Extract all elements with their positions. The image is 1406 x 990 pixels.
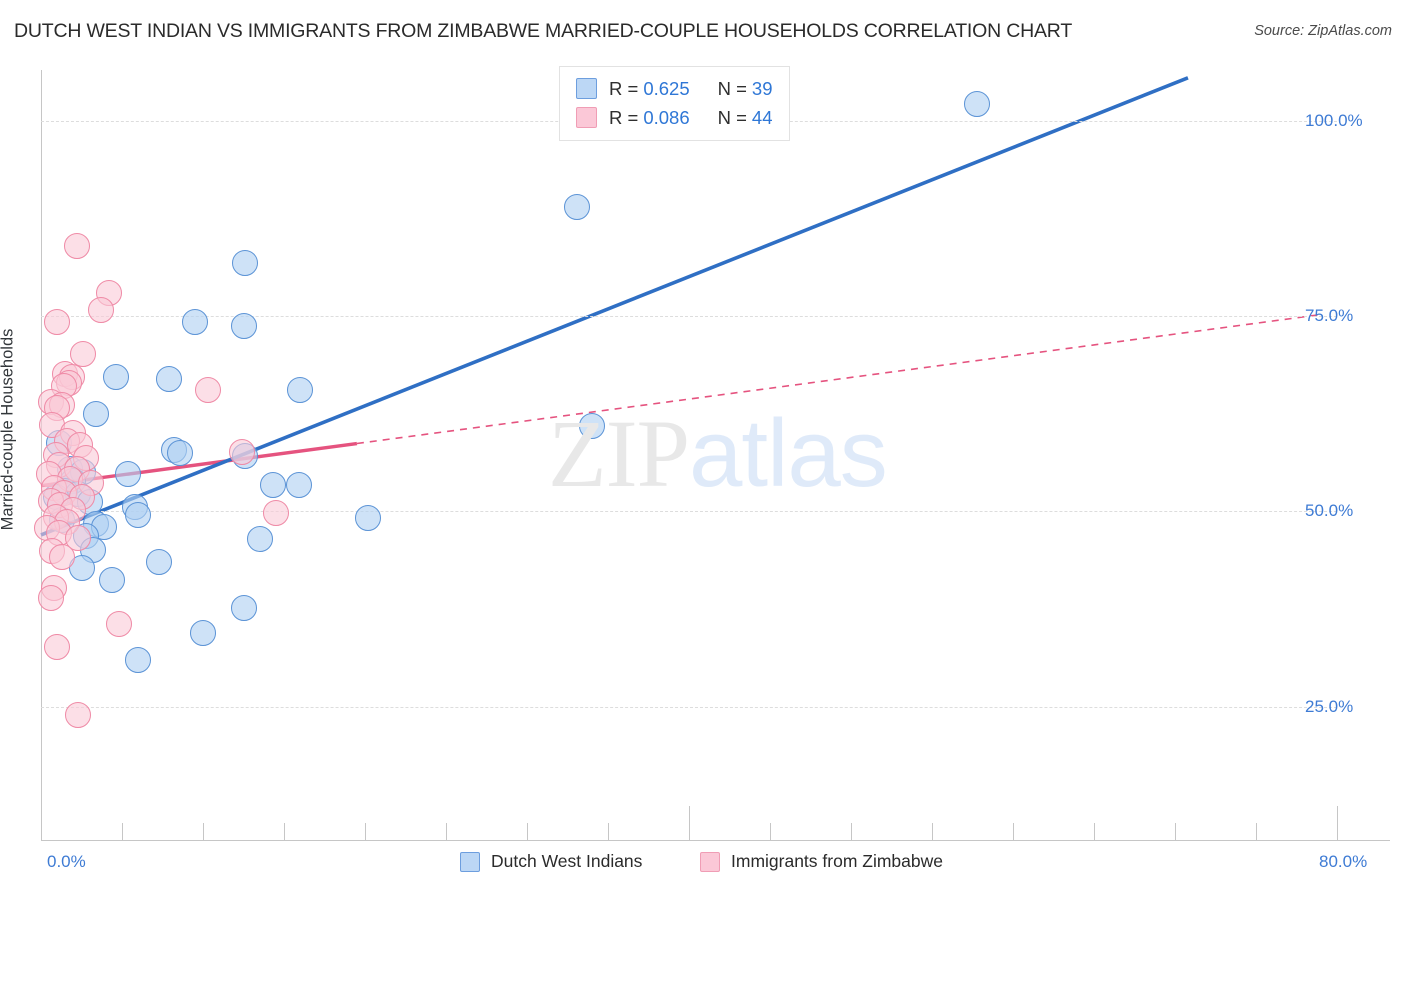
data-point[interactable]: [232, 250, 259, 276]
data-point[interactable]: [37, 585, 64, 612]
x-tick-mark: [851, 823, 852, 840]
stat-r-value-pink: 0.086: [643, 106, 690, 128]
data-point[interactable]: [259, 471, 286, 498]
data-point[interactable]: [190, 620, 216, 647]
data-point[interactable]: [87, 296, 114, 323]
data-point[interactable]: [194, 376, 221, 403]
data-point[interactable]: [964, 90, 991, 117]
trend-line-blue: [40, 76, 1189, 537]
stat-n-value-pink: 44: [751, 106, 773, 128]
page-title: DUTCH WEST INDIAN VS IMMIGRANTS FROM ZIM…: [14, 20, 1073, 42]
stat-n-label-blue: N =: [717, 77, 747, 99]
gridline-750: [41, 316, 1337, 318]
trend-line-pink-extension: [356, 313, 1321, 445]
data-point[interactable]: [262, 500, 289, 527]
gridline-250: [41, 706, 1337, 708]
data-point[interactable]: [65, 701, 92, 728]
data-point[interactable]: [230, 594, 257, 621]
data-point[interactable]: [125, 646, 152, 673]
x-tick-mark: [122, 823, 123, 840]
data-point[interactable]: [355, 504, 382, 531]
data-point[interactable]: [63, 232, 90, 259]
legend-label-dutch-west-indians: Dutch West Indians: [491, 851, 643, 871]
legend-label-immigrants-from-zimbabwe: Immigrants from Zimbabwe: [731, 851, 943, 871]
stat-r-label-pink: R =: [609, 106, 639, 128]
x-tick-mark: [527, 823, 528, 840]
x-tick-mark: [1256, 823, 1257, 840]
chart-root: DUTCH WEST INDIAN VS IMMIGRANTS FROM ZIM…: [0, 20, 1392, 872]
data-point[interactable]: [246, 525, 273, 552]
data-point[interactable]: [228, 439, 255, 466]
data-point[interactable]: [287, 376, 314, 403]
data-point[interactable]: [564, 193, 591, 220]
x-tick-mark: [1013, 823, 1014, 840]
plot-area: [34, 70, 1337, 810]
data-point[interactable]: [44, 634, 71, 661]
gridline-500: [41, 511, 1337, 513]
data-point[interactable]: [181, 308, 208, 335]
stat-row-blue: R = 0.625 N = 39: [576, 74, 773, 103]
stat-n-label-pink: N =: [717, 106, 747, 128]
data-point[interactable]: [102, 364, 129, 391]
data-point[interactable]: [99, 567, 126, 594]
data-point[interactable]: [167, 439, 194, 466]
legend-item-immigrants-from-zimbabwe[interactable]: Immigrants from Zimbabwe: [700, 851, 943, 872]
data-point[interactable]: [125, 502, 152, 529]
y-axis-title: Married-couple Households: [0, 328, 17, 531]
data-point[interactable]: [105, 611, 132, 638]
data-point[interactable]: [49, 543, 76, 570]
x-tick-mark: [446, 823, 447, 840]
legend-swatch-pink: [700, 851, 720, 872]
x-tick-mark: [689, 806, 690, 840]
x-tick-mark: [365, 823, 366, 840]
data-point[interactable]: [44, 308, 71, 335]
correlation-stats-box: R = 0.625 N = 39 R = 0.086 N = 44: [559, 66, 790, 141]
y-tick-label: 50.0%: [1305, 501, 1354, 521]
x-tick-mark: [1094, 823, 1095, 840]
x-tick-mark: [770, 823, 771, 840]
y-tick-label: 75.0%: [1305, 306, 1354, 326]
x-tick-label: 0.0%: [47, 852, 86, 871]
x-axis-line: [41, 840, 1390, 841]
x-tick-label: 80.0%: [1319, 852, 1368, 871]
y-tick-label: 25.0%: [1305, 696, 1354, 716]
stat-row-pink: R = 0.086 N = 44: [576, 103, 773, 132]
data-point[interactable]: [83, 400, 110, 427]
data-point[interactable]: [70, 341, 97, 368]
stat-swatch-blue: [576, 78, 597, 99]
data-point[interactable]: [146, 548, 173, 575]
data-point[interactable]: [285, 471, 312, 498]
legend-swatch-blue: [460, 851, 480, 872]
x-tick-mark: [1337, 806, 1338, 840]
x-tick-mark: [608, 823, 609, 840]
x-tick-mark: [932, 823, 933, 840]
x-tick-mark: [1175, 823, 1176, 840]
data-point[interactable]: [115, 460, 142, 487]
x-tick-mark: [203, 823, 204, 840]
stat-swatch-pink: [576, 107, 597, 128]
stat-r-value-blue: 0.625: [643, 77, 690, 99]
stat-r-label-blue: R =: [609, 77, 639, 99]
data-point[interactable]: [155, 365, 182, 392]
stat-n-value-blue: 39: [751, 77, 773, 99]
data-point[interactable]: [578, 413, 605, 440]
y-tick-label: 100.0%: [1305, 110, 1363, 130]
x-tick-mark: [284, 823, 285, 840]
x-tick-mark: [41, 806, 42, 840]
legend-item-dutch-west-indians[interactable]: Dutch West Indians: [460, 851, 642, 872]
data-point[interactable]: [230, 313, 257, 340]
source-attribution: Source: ZipAtlas.com: [1254, 23, 1392, 39]
